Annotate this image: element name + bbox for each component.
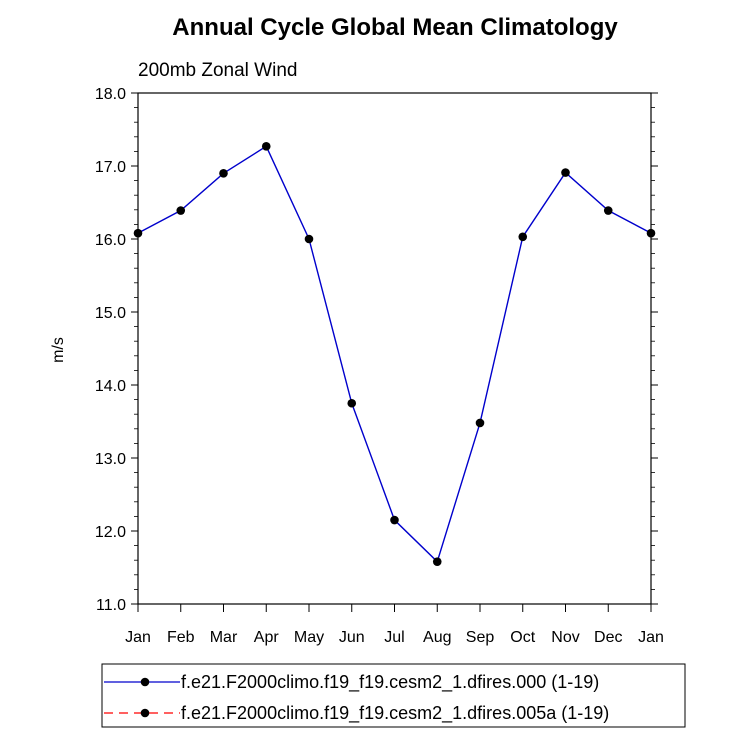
chart-title: Annual Cycle Global Mean Climatology [172, 14, 618, 41]
legend: f.e21.F2000climo.f19_f19.cesm2_1.dfires.… [101, 663, 686, 728]
legend-marker [140, 708, 150, 718]
x-tick-label: Dec [594, 629, 622, 646]
data-point [561, 168, 570, 177]
x-tick-label: Oct [510, 629, 535, 646]
data-point [176, 206, 186, 215]
y-tick-label: 15.0 [95, 305, 126, 322]
plot-frame [137, 92, 652, 605]
x-tick-label: Apr [254, 629, 280, 646]
x-tick-label: Jan [638, 629, 664, 646]
data-point [219, 169, 228, 178]
x-axis: Jan Feb Mar Apr May Jun Jul Aug Sep Oct Nov Dec Jan [125, 604, 664, 646]
y-tick-label: 11.0 [96, 597, 126, 614]
data-point [518, 232, 528, 242]
data-point [432, 557, 442, 566]
data-point [261, 141, 271, 151]
y-tick-label: 13.0 [95, 451, 126, 468]
data-point [133, 228, 143, 238]
legend-box [101, 663, 686, 728]
y-tick-label: 16.0 [95, 232, 126, 249]
data-point [603, 206, 613, 215]
legend-label: f.e21.F2000climo.f19_f19.cesm2_1.dfires.… [181, 672, 599, 693]
data-point [390, 515, 399, 525]
y-tick-label: 12.0 [95, 524, 126, 541]
series-layer [133, 141, 656, 566]
x-tick-label: Jun [339, 629, 365, 646]
plot-border [137, 92, 652, 605]
data-point [475, 418, 485, 428]
data-point [347, 398, 357, 408]
legend-marker [140, 677, 150, 687]
y-tick-label: 14.0 [95, 378, 126, 395]
x-tick-label: Feb [167, 629, 195, 646]
x-tick-label: May [294, 629, 324, 646]
y-tick-label: 18.0 [95, 86, 126, 103]
x-tick-label: Aug [423, 629, 451, 646]
y-axis: 11.0 12.0 13.0 14.0 15.0 16.0 17.0 18.0 [95, 86, 658, 614]
x-tick-label: Jul [384, 629, 404, 646]
y-tick-label: 17.0 [95, 159, 126, 176]
x-tick-label: Nov [551, 629, 579, 646]
data-point [304, 234, 314, 244]
x-tick-label: Mar [210, 629, 238, 646]
legend-label: f.e21.F2000climo.f19_f19.cesm2_1.dfires.… [181, 703, 609, 724]
y-axis-label: m/s [50, 337, 67, 363]
data-point [646, 228, 656, 238]
x-tick-label: Sep [466, 629, 495, 646]
chart-subtitle: 200mb Zonal Wind [138, 60, 298, 81]
series-line [137, 145, 652, 563]
x-tick-label: Jan [125, 629, 151, 646]
